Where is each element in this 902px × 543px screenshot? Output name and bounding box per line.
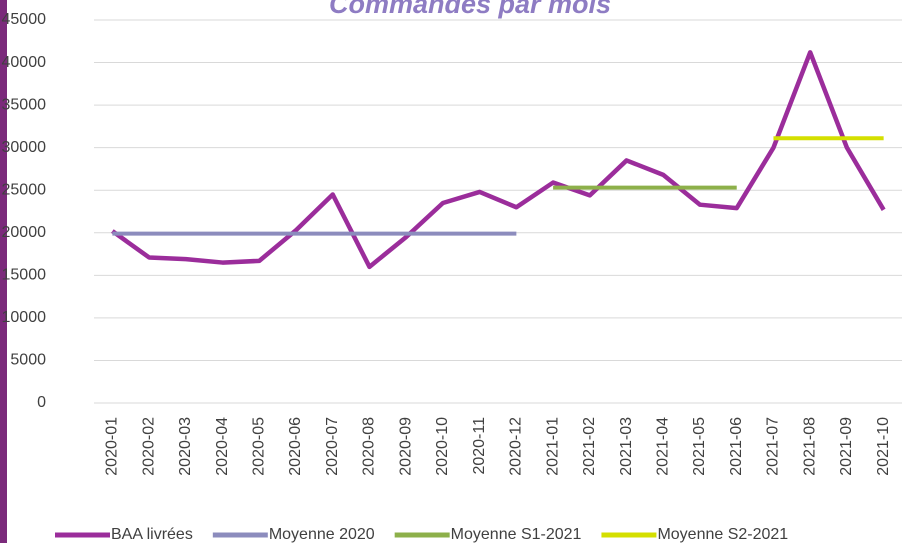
- x-tick-label: 2021-03: [618, 417, 635, 476]
- series-line: [111, 50, 886, 270]
- legend-label: Moyenne 2020: [269, 526, 375, 543]
- x-tick-label: 2021-10: [875, 417, 892, 476]
- x-tick-label: 2020-02: [140, 417, 157, 476]
- x-tick-label: 2021-08: [801, 417, 818, 476]
- x-tick-label: 2020-04: [214, 417, 231, 476]
- x-tick-label: 2020-10: [434, 417, 451, 476]
- x-tick-label: 2020-12: [508, 417, 525, 476]
- y-tick-label: 45000: [2, 11, 47, 28]
- x-tick-label: 2020-05: [250, 417, 267, 476]
- x-tick-label: 2021-09: [838, 417, 855, 476]
- y-tick-label: 15000: [2, 267, 47, 284]
- y-tick-label: 5000: [10, 352, 46, 369]
- y-tick-label: 35000: [2, 96, 47, 113]
- y-tick-label: 0: [37, 394, 46, 411]
- x-tick-label: 2020-09: [397, 417, 414, 476]
- legend-label: Moyenne S2-2021: [657, 526, 788, 543]
- y-tick-label: 10000: [2, 309, 47, 326]
- y-tick-label: 40000: [2, 54, 47, 71]
- y-tick-label: 20000: [2, 224, 47, 241]
- x-tick-label: 2020-03: [177, 417, 194, 476]
- x-tick-label: 2020-08: [361, 417, 378, 476]
- chart-title: Commandes par mois: [329, 0, 611, 19]
- x-tick-label: 2020-01: [104, 417, 121, 476]
- y-tick-label: 25000: [2, 181, 47, 198]
- x-tick-label: 2021-07: [765, 417, 782, 476]
- x-tick-label: 2021-02: [581, 417, 598, 476]
- left-border: [0, 0, 7, 543]
- x-tick-label: 2020-07: [324, 417, 341, 476]
- legend-label: Moyenne S1-2021: [451, 526, 582, 543]
- x-tick-label: 2021-04: [654, 417, 671, 476]
- x-tick-label: 2021-01: [544, 417, 561, 476]
- x-tick-label: 2021-06: [728, 417, 745, 476]
- legend-label: BAA livrées: [111, 526, 193, 543]
- x-tick-label: 2020-06: [287, 417, 304, 476]
- x-tick-label: 2021-05: [691, 417, 708, 476]
- y-tick-label: 30000: [2, 139, 47, 156]
- x-tick-label: 2020-11: [471, 417, 488, 475]
